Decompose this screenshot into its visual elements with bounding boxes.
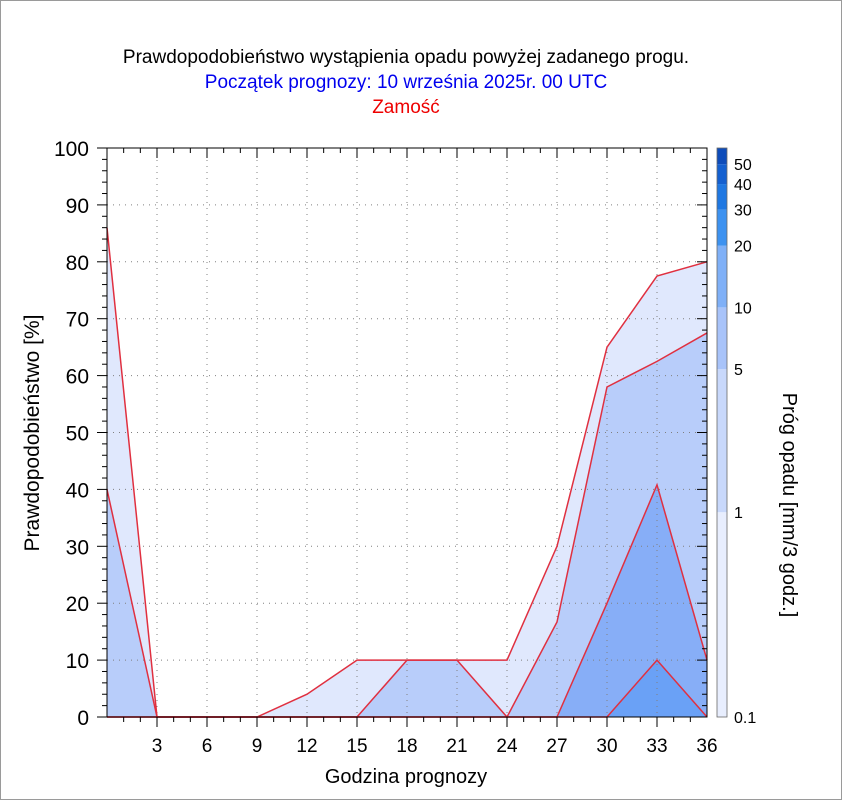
chart-location: Zamość (372, 97, 440, 118)
area-threshold-10 (107, 660, 707, 717)
colorbar-label-10: 10 (734, 300, 752, 317)
y-tick-label-70: 70 (66, 309, 89, 332)
colorbar-border (716, 147, 728, 718)
colorbar-label-30: 30 (734, 203, 752, 220)
colorbar-label: Próg opadu [mm/3 godz.] (778, 393, 800, 618)
y-tick-label-10: 10 (66, 650, 89, 673)
y-tick-label-100: 100 (54, 138, 89, 161)
chart-subtitle: Początek prognozy: 10 września 2025r. 00… (205, 72, 607, 93)
colorbar-label-0.1: 0.1 (734, 710, 756, 727)
colorbar-segment-2 (717, 307, 727, 370)
x-tick-label-6: 6 (202, 736, 213, 757)
y-tick-label-30: 30 (66, 536, 89, 559)
colorbar-segment-5 (717, 184, 727, 210)
y-tick-label-0: 0 (77, 707, 89, 730)
x-tick-label-30: 30 (596, 736, 617, 757)
x-tick-label-27: 27 (546, 736, 567, 757)
colorbar-segment-7 (717, 148, 727, 165)
colorbar-label-5: 5 (734, 362, 743, 379)
x-tick-label-12: 12 (296, 736, 317, 757)
y-tick-label-50: 50 (66, 423, 89, 446)
x-tick-label-24: 24 (496, 736, 518, 757)
area-threshold-0.1 (107, 227, 707, 717)
colorbar-segment-1 (717, 369, 727, 513)
y-tick-label-60: 60 (66, 366, 89, 389)
x-tick-label-36: 36 (696, 736, 717, 757)
x-tick-label-9: 9 (252, 736, 263, 757)
x-tick-label-33: 33 (646, 736, 667, 757)
colorbar: 0.1 1 5 10 20 30 40 50 (716, 147, 756, 727)
y-tick-label-20: 20 (66, 593, 89, 616)
colorbar-segment-4 (717, 209, 727, 246)
y-tick-label-80: 80 (66, 252, 89, 275)
colorbar-label-20: 20 (734, 239, 752, 256)
chart-title: Prawdopodobieństwo wystąpienia opadu pow… (123, 47, 689, 68)
x-tick-label-3: 3 (152, 736, 163, 757)
colorbar-segment-6 (717, 164, 727, 185)
y-tick-label-40: 40 (66, 479, 89, 502)
x-tick-label-15: 15 (346, 736, 367, 757)
x-axis-label: Godzina prognozy (325, 766, 487, 788)
colorbar-label-40: 40 (734, 177, 752, 194)
y-axis-label: Prawdopodobieństwo [%] (21, 315, 44, 552)
colorbar-segment-3 (717, 245, 727, 308)
x-tick-label-21: 21 (446, 736, 467, 757)
y-tick-label-90: 90 (66, 195, 89, 218)
colorbar-label-1: 1 (734, 505, 743, 522)
colorbar-segment-0 (717, 512, 727, 717)
x-tick-label-18: 18 (396, 736, 417, 757)
colorbar-label-50: 50 (734, 157, 752, 174)
